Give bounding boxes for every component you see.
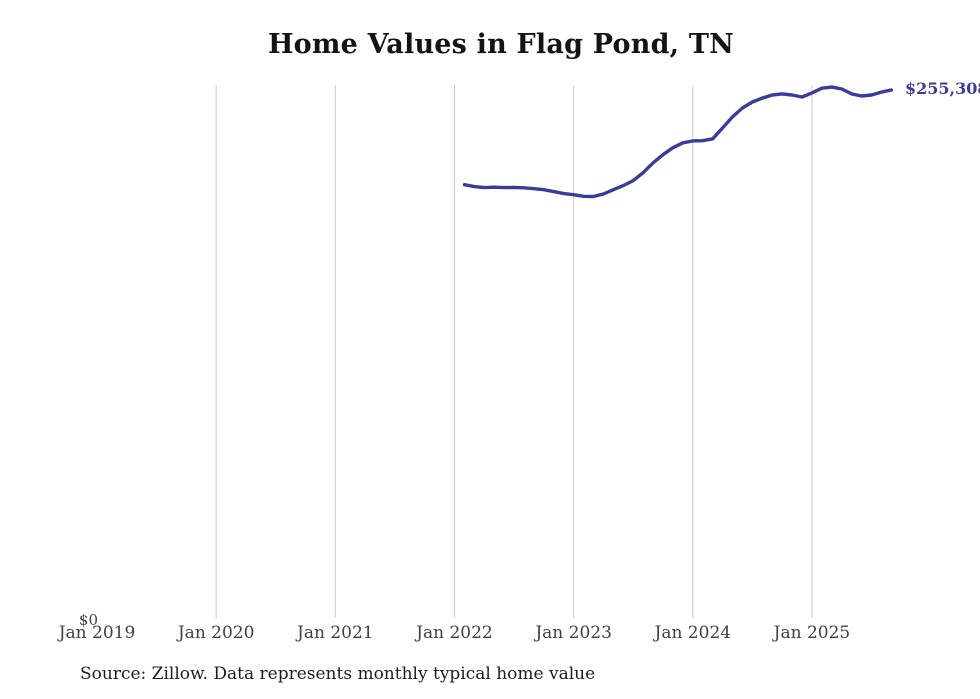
x-tick-label: Jan 2021 [297, 623, 374, 643]
x-tick-label: Jan 2023 [535, 623, 612, 643]
x-tick-label: Jan 2019 [58, 623, 136, 643]
source-note: Source: Zillow. Data represents monthly … [80, 664, 596, 684]
chart-title: Home Values in Flag Pond, TN [267, 29, 735, 60]
y-axis-zero-label: $0 [78, 611, 98, 629]
x-tick-label: Jan 2022 [416, 623, 493, 643]
x-tick-label: Jan 2025 [773, 623, 851, 643]
x-tick-label: Jan 2020 [177, 623, 255, 643]
end-value-label: $255,308 [905, 79, 980, 98]
home-value-line [462, 85, 894, 199]
x-tick-label: Jan 2024 [654, 623, 732, 643]
